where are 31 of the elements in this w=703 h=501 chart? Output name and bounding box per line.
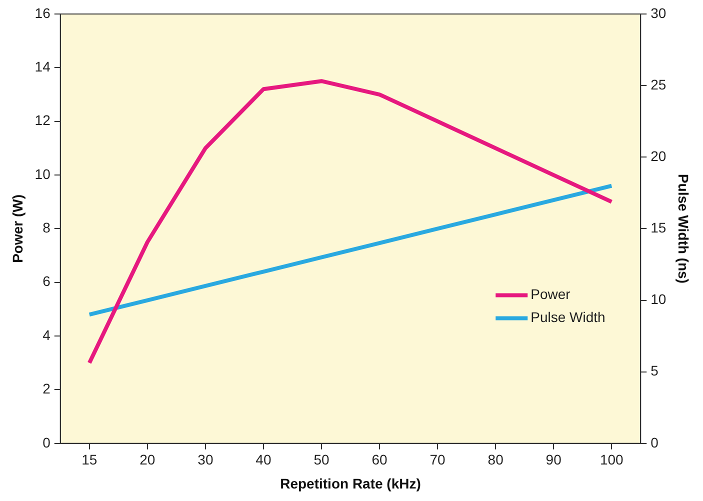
x-tick-label: 40 — [256, 452, 272, 468]
x-tick-label: 50 — [314, 452, 330, 468]
y-axis-title: Power (W) — [9, 194, 26, 263]
y2-tick-label: 30 — [650, 4, 666, 21]
y2-tick-label: 10 — [650, 291, 666, 308]
legend-label: Pulse Width — [530, 309, 606, 326]
y-tick-label: 12 — [34, 112, 51, 128]
x-tick-label: 20 — [140, 452, 156, 468]
y-tick-label: 0 — [42, 434, 51, 450]
y-tick-label: 10 — [34, 166, 51, 182]
x-tick-label: 80 — [488, 452, 504, 468]
y-tick-label: 6 — [42, 273, 51, 290]
x-axis-title: Repetition Rate (kHz) — [280, 475, 421, 492]
x-tick-label: 15 — [82, 452, 98, 468]
y2-axis-title: Pulse Width (ns) — [676, 174, 692, 284]
y2-tick-label: 15 — [650, 220, 666, 236]
y2-tick-label: 5 — [650, 362, 659, 379]
y2-tick-label: 0 — [650, 434, 659, 450]
legend-label: Power — [530, 286, 571, 302]
x-tick-label: 100 — [600, 452, 624, 468]
y-tick-label: 14 — [34, 58, 51, 75]
x-tick-label: 60 — [372, 452, 388, 468]
y-tick-label: 8 — [42, 220, 51, 236]
x-tick-label: 30 — [198, 452, 214, 468]
x-tick-label: 70 — [430, 452, 446, 468]
x-tick-label: 90 — [546, 452, 562, 468]
y-tick-label: 16 — [34, 4, 51, 21]
y-tick-label: 4 — [42, 326, 51, 343]
y-tick-label: 2 — [42, 380, 51, 397]
y2-tick-label: 25 — [650, 76, 666, 92]
y2-tick-label: 20 — [650, 148, 666, 164]
